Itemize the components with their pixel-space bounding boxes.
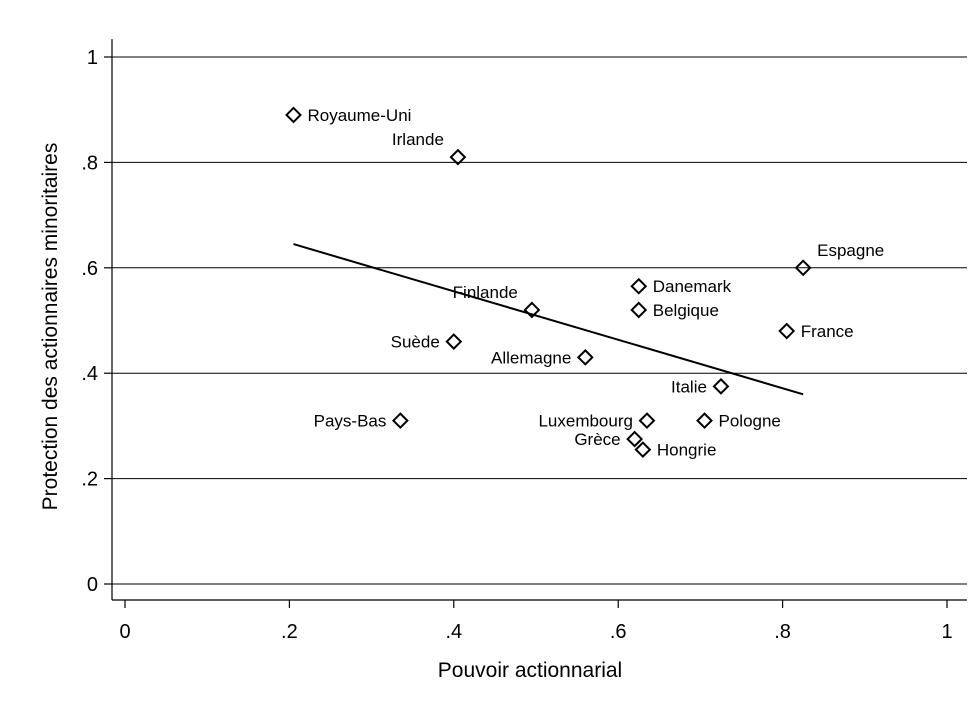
y-tick-label: 1 <box>87 47 98 69</box>
data-point-marker <box>630 301 648 319</box>
data-point-label: Pays-Bas <box>314 412 387 431</box>
data-point-label: Grèce <box>574 430 620 449</box>
grid-layer <box>112 56 967 585</box>
x-tick-label: 1 <box>941 621 952 643</box>
y-tick-label: .8 <box>81 152 98 174</box>
points-layer: Royaume-Uni Irlande Espagne Danemark Finland… <box>285 106 884 460</box>
data-point-marker <box>696 412 713 430</box>
axes-layer: 0 .2 .4 .6 .8 1 0 .2 .4 .6 .8 1 <box>81 39 967 643</box>
data-point-label: Finlande <box>453 283 518 302</box>
data-point-marker <box>712 377 730 395</box>
data-point-marker <box>449 148 467 166</box>
data-point-label: Royaume-Uni <box>308 106 412 125</box>
y-tick-label: .4 <box>81 363 98 385</box>
data-point-label: Danemark <box>653 277 732 296</box>
x-tick-label: .6 <box>610 621 627 643</box>
data-point-marker <box>626 430 644 448</box>
data-point-marker <box>576 348 594 366</box>
data-point-label: Allemagne <box>491 348 571 367</box>
data-point-marker <box>630 277 648 295</box>
y-axis-title: Protection des actionnaires minoritaires <box>39 143 62 511</box>
x-tick-label: .4 <box>445 621 462 643</box>
x-tick-label: .2 <box>281 621 298 643</box>
y-tick-label: .2 <box>81 469 98 491</box>
data-point-label: Hongrie <box>657 441 717 460</box>
data-point-label: Luxembourg <box>538 412 633 431</box>
data-point-marker <box>794 259 812 277</box>
y-tick-label: .6 <box>81 258 98 280</box>
data-point-label: Pologne <box>719 412 781 431</box>
data-point-label: France <box>801 322 854 341</box>
y-tick-label: 0 <box>87 574 98 596</box>
data-point-label: Espagne <box>817 241 884 260</box>
data-point-marker <box>285 106 302 124</box>
data-point-label: Italie <box>671 377 707 396</box>
data-point-marker <box>634 441 652 459</box>
x-tick-label: 0 <box>119 621 130 643</box>
data-point-label: Irlande <box>392 130 444 149</box>
x-axis-title: Pouvoir actionnarial <box>438 659 622 682</box>
data-point-label: Belgique <box>653 301 719 320</box>
fit-line-layer <box>293 243 804 396</box>
data-point-marker <box>778 322 796 340</box>
fit-line <box>293 243 804 396</box>
data-point-marker <box>391 412 409 430</box>
data-point-marker <box>523 301 541 319</box>
data-point-marker <box>445 333 463 350</box>
data-point-marker <box>638 412 656 430</box>
data-point-label: Suède <box>391 333 440 352</box>
x-tick-label: .8 <box>774 621 791 643</box>
